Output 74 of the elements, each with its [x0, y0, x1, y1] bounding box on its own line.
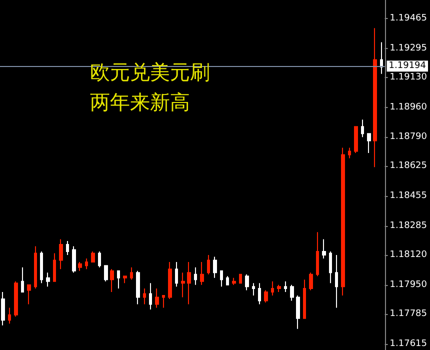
- candlestick: [380, 42, 383, 74]
- candlestick: [117, 270, 120, 289]
- candlestick: [348, 147, 351, 159]
- candlestick: [53, 252, 56, 282]
- candlestick: [8, 307, 11, 324]
- candlestick: [220, 270, 223, 288]
- candlestick: [91, 251, 95, 263]
- candlestick: [277, 284, 281, 292]
- candlestick: [329, 251, 332, 284]
- candlestick: [309, 272, 313, 291]
- candlestick: [322, 238, 326, 260]
- candlestick: [27, 284, 31, 305]
- candlestick: [46, 272, 50, 288]
- y-tick-label: 1.18960: [390, 102, 428, 112]
- candlestick: [367, 133, 371, 154]
- candlestick: [85, 258, 88, 270]
- candlestick: [187, 262, 191, 305]
- candlestick: [59, 238, 63, 270]
- candlestick: [207, 254, 210, 275]
- candlestick: [245, 274, 249, 291]
- candlestick: [1, 291, 5, 326]
- candlestick: [110, 268, 114, 292]
- candlestick: [136, 270, 140, 305]
- candlestick: [149, 282, 152, 310]
- candlestick: [354, 126, 358, 154]
- candlestick: [66, 240, 69, 256]
- ref-line-label: 1.19194: [388, 61, 426, 72]
- candlestick: [316, 232, 319, 277]
- candlestick: [373, 28, 377, 168]
- candlestick: [271, 280, 274, 296]
- candlestick: [98, 251, 101, 268]
- candlestick: [21, 266, 24, 292]
- text: 欧元兑美元刷两年来新高: [90, 60, 210, 114]
- candlestick: [335, 254, 338, 308]
- y-tick-label: 1.18625: [390, 161, 427, 172]
- y-tick-label: 1.18790: [390, 132, 428, 142]
- candlestick: [284, 280, 287, 292]
- y-tick-label: 1.18455: [390, 191, 427, 202]
- candlestick: [14, 280, 18, 318]
- candlestick: [34, 246, 37, 289]
- candlestick: [40, 251, 43, 284]
- y-tick-label: 1.19295: [390, 43, 427, 54]
- y-tick-label: 1.19130: [390, 72, 428, 82]
- candlestick: [264, 290, 268, 304]
- y-tick-label: 1.18285: [390, 221, 427, 232]
- candlestick: [303, 279, 306, 319]
- y-tick-label: 1.17785: [390, 308, 427, 319]
- candlestick: [78, 262, 82, 272]
- candlestick: [181, 272, 185, 298]
- candlestick: [296, 294, 300, 330]
- candlestick: [104, 265, 108, 282]
- candlestick: [361, 119, 364, 138]
- candlestick: [162, 294, 165, 308]
- candlestick: [130, 266, 133, 280]
- candlestick: [213, 256, 217, 278]
- y-tick-label: 1.18120: [390, 250, 428, 260]
- candlestick: [143, 288, 146, 305]
- y-tick-label: 1.17615: [390, 338, 427, 349]
- candlestick: [72, 246, 76, 274]
- candlestick: [123, 276, 127, 284]
- candlestick: [194, 266, 197, 286]
- y-tick-label: 1.19465: [390, 13, 427, 24]
- candlestick: [175, 262, 178, 288]
- candlestick: [258, 282, 261, 305]
- candlestick: [290, 284, 294, 302]
- candlestick: [226, 276, 229, 286]
- candlestick: [341, 147, 345, 296]
- candlestick: [252, 282, 255, 296]
- y-tick-label: 1.17950: [390, 280, 428, 290]
- candlestick: [239, 274, 242, 284]
- candlestick: [200, 262, 204, 286]
- candlestick: [168, 262, 172, 300]
- candlestick: [155, 288, 159, 308]
- candlestick: [232, 277, 236, 286]
